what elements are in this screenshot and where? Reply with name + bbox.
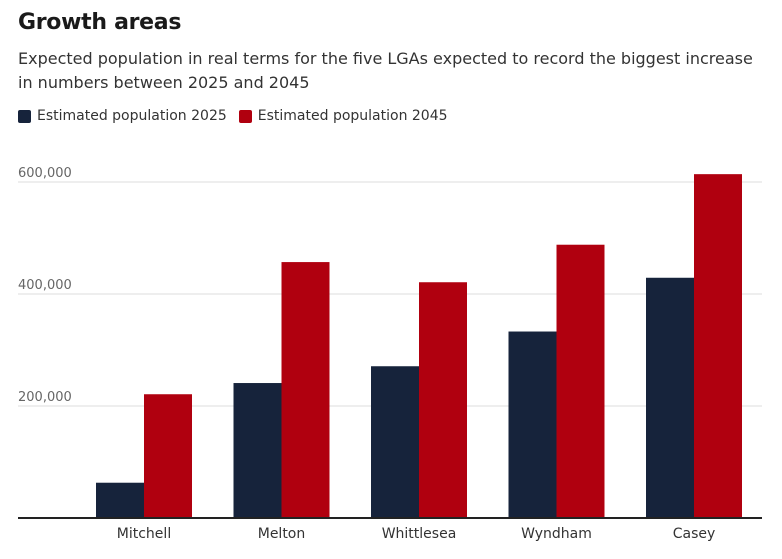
legend-label-2045: Estimated population 2045	[257, 108, 448, 124]
legend-label-2025: Estimated population 2025	[37, 108, 227, 124]
y-tick-label: 600,000	[18, 166, 72, 181]
legend-swatch-2025	[18, 109, 31, 123]
bar-2025-mitchell	[96, 482, 144, 518]
legend-item-2025: Estimated population 2025	[18, 108, 227, 124]
bar-2025-whittlesea	[371, 366, 419, 518]
bar-2045-mitchell	[144, 394, 192, 518]
bar-2045-wyndham	[556, 244, 605, 518]
x-tick-label: Whittlesea	[382, 526, 457, 542]
bar-chart: 200,000 400,000 600,000 Mitchell Melton Whitt…	[18, 166, 762, 542]
bar-2025-wyndham	[508, 331, 557, 518]
legend-swatch-2045	[238, 109, 252, 123]
bar-2045-melton	[281, 262, 330, 518]
legend: Estimated population 2025 Estimated popu…	[18, 108, 460, 124]
x-tick-label: Wyndham	[521, 526, 592, 542]
bar-2025-casey	[646, 277, 694, 518]
chart-subtitle: Expected population in real terms for th…	[18, 49, 753, 92]
bar-2045-casey	[694, 174, 742, 518]
bar-2025-melton	[233, 383, 282, 518]
x-tick-label: Casey	[673, 526, 716, 542]
bar-2045-whittlesea	[419, 282, 467, 518]
y-tick-label: 400,000	[18, 278, 72, 293]
x-tick-label: Mitchell	[117, 526, 171, 542]
legend-item-2045: Estimated population 2045	[238, 108, 448, 124]
chart-title: Growth areas	[18, 10, 182, 35]
x-tick-label: Melton	[258, 526, 306, 542]
y-tick-label: 200,000	[18, 390, 72, 405]
